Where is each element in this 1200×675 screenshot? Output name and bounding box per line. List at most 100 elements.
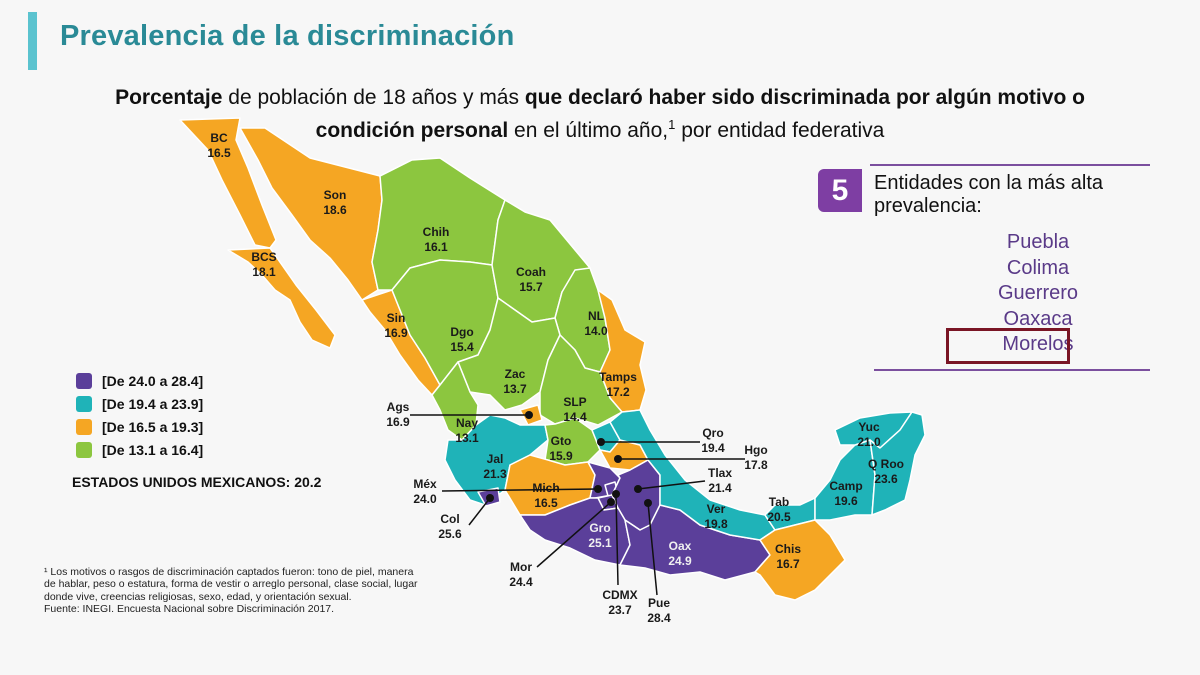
legend-item: [De 13.1 a 16.4] xyxy=(76,438,203,461)
label-dgo-name: Dgo xyxy=(450,325,473,339)
label-sin-value: 16.9 xyxy=(384,326,408,340)
label-bcs-name: BCS xyxy=(251,250,276,264)
label-chis-value: 16.7 xyxy=(776,557,800,571)
label-qro-value: 19.4 xyxy=(701,441,725,455)
label-bc-value: 16.5 xyxy=(207,146,231,160)
label-zac-value: 13.7 xyxy=(503,382,527,396)
callout-labels: Ags 16.9 Qro 19.4 Hgo 17.8 Tlax 21.4 Méx… xyxy=(386,400,768,625)
label-pue-name: Pue xyxy=(648,596,670,610)
top5-badge: 5 xyxy=(818,169,862,212)
state-chis xyxy=(754,519,846,601)
label-jal-name: Jal xyxy=(487,452,504,466)
legend-swatch-teal xyxy=(76,395,92,412)
label-son-value: 18.6 xyxy=(323,203,347,217)
label-yuc-value: 21.0 xyxy=(857,435,881,449)
label-mex-name: Méx xyxy=(413,477,437,491)
legend-item: [De 24.0 a 28.4] xyxy=(76,369,203,392)
top5-item: Colima xyxy=(1006,256,1070,279)
callout-lines xyxy=(410,414,745,596)
state-bcs xyxy=(227,247,336,349)
label-oax-name: Oax xyxy=(669,539,692,553)
label-jal-value: 21.3 xyxy=(483,467,507,481)
label-col-name: Col xyxy=(440,512,459,526)
footnote: ¹ Los motivos o rasgos de discriminación… xyxy=(44,566,424,616)
label-son-name: Son xyxy=(324,188,347,202)
label-oax-value: 24.9 xyxy=(668,554,692,568)
legend-swatch-green xyxy=(76,441,92,458)
top5-list: Puebla Colima Guerrero Oaxaca Morelos xyxy=(928,230,1148,358)
legend-label: [De 13.1 a 16.4] xyxy=(102,441,204,458)
label-mor-name: Mor xyxy=(510,560,532,574)
label-sin-name: Sin xyxy=(387,311,406,325)
highlight-box xyxy=(946,328,1070,364)
label-tlax-name: Tlax xyxy=(708,466,732,480)
label-tamps-name: Tamps xyxy=(599,370,637,384)
footnote-text: ¹ Los motivos o rasgos de discriminación… xyxy=(44,566,418,603)
national-average: ESTADOS UNIDOS MEXICANOS: 20.2 xyxy=(72,474,322,490)
label-pue-value: 28.4 xyxy=(647,611,671,625)
top5-heading: Entidades con la más alta prevalencia: xyxy=(874,172,1103,218)
label-chih-value: 16.1 xyxy=(424,240,448,254)
state-bc xyxy=(179,117,277,249)
top5-divider-top xyxy=(870,164,1150,166)
label-mor-value: 24.4 xyxy=(509,575,533,589)
label-gro-value: 25.1 xyxy=(588,536,612,550)
label-gto-name: Gto xyxy=(551,434,572,448)
legend-swatch-orange xyxy=(76,418,92,435)
label-yuc-name: Yuc xyxy=(858,420,880,434)
state-qroo xyxy=(869,411,926,516)
legend-label: [De 16.5 a 19.3] xyxy=(102,418,204,435)
top5-item: Morelos xyxy=(1002,333,1074,355)
footnote-mark: 1 xyxy=(668,117,676,132)
source-text: Fuente: INEGI. Encuesta Nacional sobre D… xyxy=(44,603,335,616)
label-mex-value: 24.0 xyxy=(413,492,437,506)
label-slp-name: SLP xyxy=(563,395,586,409)
legend-item: [De 16.5 a 19.3] xyxy=(76,415,203,438)
map-subtitle: Porcentaje de población de 18 años y más… xyxy=(100,84,1100,144)
state-son xyxy=(239,127,383,301)
label-qroo-name: Q Roo xyxy=(868,457,904,471)
label-slp-value: 14.4 xyxy=(563,410,587,424)
label-nay-value: 13.1 xyxy=(455,431,479,445)
label-zac-name: Zac xyxy=(505,367,526,381)
label-nl-value: 14.0 xyxy=(584,324,608,338)
label-gro-name: Gro xyxy=(589,521,610,535)
label-qro-name: Qro xyxy=(702,426,723,440)
label-mich-name: Mich xyxy=(532,481,559,495)
title-accent-bar xyxy=(28,12,37,70)
callout-dots xyxy=(486,411,652,507)
label-tab-name: Tab xyxy=(769,495,789,509)
map-legend: [De 24.0 a 28.4] [De 19.4 a 23.9] [De 16… xyxy=(76,369,203,461)
label-hgo-name: Hgo xyxy=(744,443,767,457)
page-title: Prevalencia de la discriminación xyxy=(60,20,515,52)
label-qroo-value: 23.6 xyxy=(874,472,898,486)
label-dgo-value: 15.4 xyxy=(450,340,474,354)
subtitle-bold-3: que declaró haber sido discriminada por … xyxy=(315,86,1085,142)
top5-heading-line1: Entidades con la más alta xyxy=(874,172,1104,194)
label-ver-value: 19.8 xyxy=(704,517,728,531)
label-nay-name: Nay xyxy=(456,416,478,430)
label-tlax-value: 21.4 xyxy=(708,481,732,495)
legend-label: [De 24.0 a 28.4] xyxy=(102,372,204,389)
label-mich-value: 16.5 xyxy=(534,496,558,510)
subtitle-bold-1: Porcentaje xyxy=(115,86,223,109)
label-bc-name: BC xyxy=(210,131,228,145)
top5-heading-line2: prevalencia: xyxy=(874,195,982,217)
label-cdmx-value: 23.7 xyxy=(608,603,632,617)
label-ags-value: 16.9 xyxy=(386,415,410,429)
label-bcs-value: 18.1 xyxy=(252,265,276,279)
label-ver-name: Ver xyxy=(707,502,726,516)
legend-item: [De 19.4 a 23.9] xyxy=(76,392,203,415)
label-nl-name: NL xyxy=(588,309,604,323)
label-ags-name: Ags xyxy=(387,400,410,414)
label-chih-name: Chih xyxy=(423,225,450,239)
label-cdmx-name: CDMX xyxy=(602,588,637,602)
subtitle-text-5: por entidad federativa xyxy=(675,119,885,142)
label-hgo-value: 17.8 xyxy=(744,458,768,472)
label-tab-value: 20.5 xyxy=(767,510,791,524)
label-coah-value: 15.7 xyxy=(519,280,543,294)
label-camp-name: Camp xyxy=(829,479,862,493)
label-chis-name: Chis xyxy=(775,542,801,556)
top5-divider-bottom xyxy=(874,369,1150,371)
